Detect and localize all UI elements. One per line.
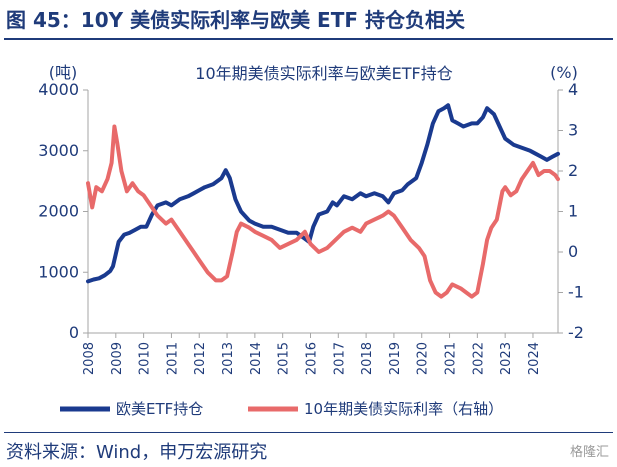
x-tick-label: 2020 [416,342,431,375]
series-line-1 [86,103,560,284]
series-line-2 [86,124,560,299]
x-tick-label: 2010 [138,342,153,375]
x-tick-label: 2014 [249,342,264,375]
watermark: 格隆汇 [569,445,609,460]
x-tick-label: 2017 [332,342,347,375]
x-tick-label: 2018 [360,342,375,375]
x-tick-label: 2008 [82,342,97,375]
axes: 0 1000 2000 3000 4000 -2 -1 0 1 2 3 4 2008 2009 2010 20… [38,80,584,375]
y-right-tick-label: -2 [568,323,584,342]
x-tick-label: 2022 [471,342,486,375]
y-right-tick-label: 3 [568,121,578,140]
y-right-tick-label: -1 [568,283,584,302]
y-right-unit: (%) [550,63,578,82]
chart: 10年期美债实际利率与欧美ETF持仓 (吨) (%) 0 1000 2000 3000… [38,63,584,418]
x-tick-label: 2012 [193,342,208,375]
figure-title: 图 45：10Y 美债实际利率与欧美 ETF 持仓负相关 [6,8,465,32]
x-tick-label: 2016 [304,342,319,375]
chart-title: 10年期美债实际利率与欧美ETF持仓 [195,64,452,83]
x-tick-label: 2015 [277,342,292,375]
source-rule [4,432,613,433]
y-right-tick-label: 4 [568,80,578,99]
y-left-tick-label: 2000 [38,202,79,221]
x-tick-label: 2019 [388,342,403,375]
y-right-tick-label: 1 [568,202,578,221]
x-tick-label: 2024 [527,342,542,375]
y-left-unit: (吨) [49,63,78,82]
y-left-tick-label: 1000 [38,262,79,281]
x-tick-label: 2011 [165,342,180,375]
y-right-tick-label: 2 [568,161,578,180]
y-left-tick-label: 4000 [38,80,79,99]
y-left-tick-label: 0 [69,323,79,342]
legend: 欧美ETF持仓 10年期美债实际利率（右轴） [60,400,503,418]
source-note: 资料来源：Wind，申万宏源研究 [6,442,268,463]
legend-label-2: 10年期美债实际利率（右轴） [304,400,503,418]
series-lines [86,103,560,299]
legend-label-1: 欧美ETF持仓 [116,400,203,418]
title-rule [4,38,613,40]
x-tick-label: 2009 [110,342,125,375]
y-left-tick-label: 3000 [38,141,79,160]
y-right-tick-label: 0 [568,242,578,261]
x-tick-label: 2021 [444,342,459,375]
x-tick-label: 2023 [499,342,514,375]
x-tick-label: 2013 [221,342,236,375]
